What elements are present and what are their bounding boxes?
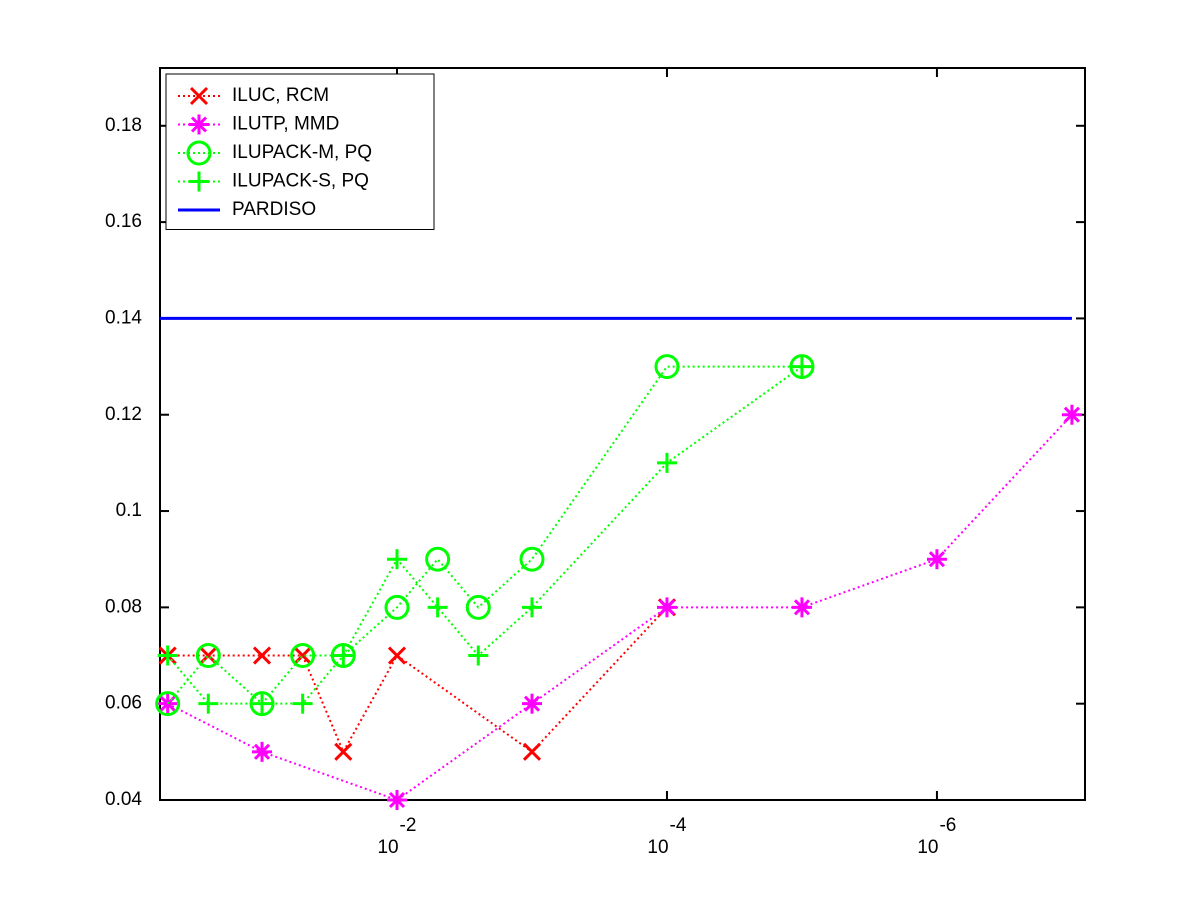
marker: [157, 645, 178, 666]
marker: [425, 546, 451, 572]
marker: [387, 549, 408, 570]
marker: [186, 140, 212, 166]
marker-stroke: [523, 695, 541, 712]
marker-stroke: [253, 743, 271, 760]
marker: [387, 790, 408, 810]
x-tick-label: 10: [917, 837, 938, 858]
marker: [198, 693, 219, 714]
plot-area: [159, 67, 1086, 801]
legend: ILUC, RCM ILUTP, MMD ILUPACK-M, PQ ILUPACK-…: [165, 73, 435, 230]
legend-label: ILUPACK-M, PQ: [232, 142, 372, 163]
marker-stroke: [387, 646, 407, 665]
x-tick-label: 10: [647, 837, 668, 858]
marker-stroke: [522, 742, 542, 761]
y-tick-label: 0.12: [105, 404, 142, 425]
x-tick-exponent: -2: [400, 815, 417, 836]
y-tick-label: 0.18: [105, 115, 142, 136]
marker: [427, 597, 448, 618]
marker-stroke: [519, 546, 545, 572]
legend-label: ILUPACK-S, PQ: [232, 171, 369, 192]
marker: [384, 594, 410, 620]
marker: [195, 643, 221, 669]
marker-stroke: [334, 742, 353, 761]
marker: [791, 597, 812, 618]
marker: [1061, 404, 1082, 425]
x-tick-label: 10: [377, 837, 398, 858]
marker-stroke: [189, 86, 209, 106]
series-line: [167, 414, 1073, 802]
x-tick-exponent: -6: [939, 815, 956, 836]
marker-stroke: [290, 643, 316, 669]
marker-stroke: [330, 643, 356, 669]
marker: [387, 646, 407, 665]
marker-stroke: [465, 594, 491, 620]
y-tick-label: 0.1: [116, 500, 142, 521]
marker: [252, 693, 273, 714]
marker: [926, 549, 947, 570]
marker-stroke: [793, 599, 811, 616]
marker: [155, 691, 181, 717]
marker-stroke: [388, 791, 406, 809]
marker-stroke: [789, 354, 815, 380]
marker-stroke: [928, 551, 945, 568]
marker: [465, 594, 491, 620]
marker: [292, 693, 313, 714]
legend-label: ILUC, RCM: [232, 85, 329, 106]
marker-stroke: [190, 116, 208, 133]
marker: [252, 741, 273, 762]
marker-stroke: [186, 140, 212, 166]
series-line: [166, 365, 802, 706]
marker: [656, 597, 677, 618]
y-tick-label: 0.04: [105, 789, 142, 810]
marker: [521, 597, 542, 618]
marker: [330, 643, 356, 669]
marker-stroke: [155, 691, 181, 717]
marker-stroke: [658, 599, 676, 616]
marker: [521, 693, 542, 714]
marker: [522, 742, 542, 761]
marker: [333, 645, 354, 666]
marker: [252, 646, 272, 665]
marker-stroke: [425, 546, 451, 572]
marker: [654, 354, 680, 380]
y-tick-label: 0.06: [105, 693, 142, 714]
marker: [789, 354, 815, 380]
x-tick-exponent: -4: [670, 815, 687, 836]
marker: [290, 643, 316, 669]
marker: [189, 114, 209, 135]
marker: [189, 86, 209, 106]
marker: [519, 546, 545, 572]
marker: [791, 356, 812, 377]
marker-stroke: [654, 354, 680, 380]
legend-label: ILUTP, MMD: [232, 114, 339, 135]
y-tick-label: 0.14: [105, 307, 142, 328]
marker: [468, 645, 489, 666]
y-tick-label: 0.08: [105, 596, 142, 617]
marker-stroke: [195, 643, 221, 669]
marker: [656, 452, 677, 473]
marker-stroke: [252, 646, 272, 665]
legend-label: PARDISO: [232, 199, 316, 220]
marker-stroke: [384, 594, 410, 620]
y-tick-label: 0.16: [105, 211, 142, 232]
marker: [189, 171, 209, 192]
marker: [334, 742, 353, 761]
marker-stroke: [1063, 406, 1080, 423]
